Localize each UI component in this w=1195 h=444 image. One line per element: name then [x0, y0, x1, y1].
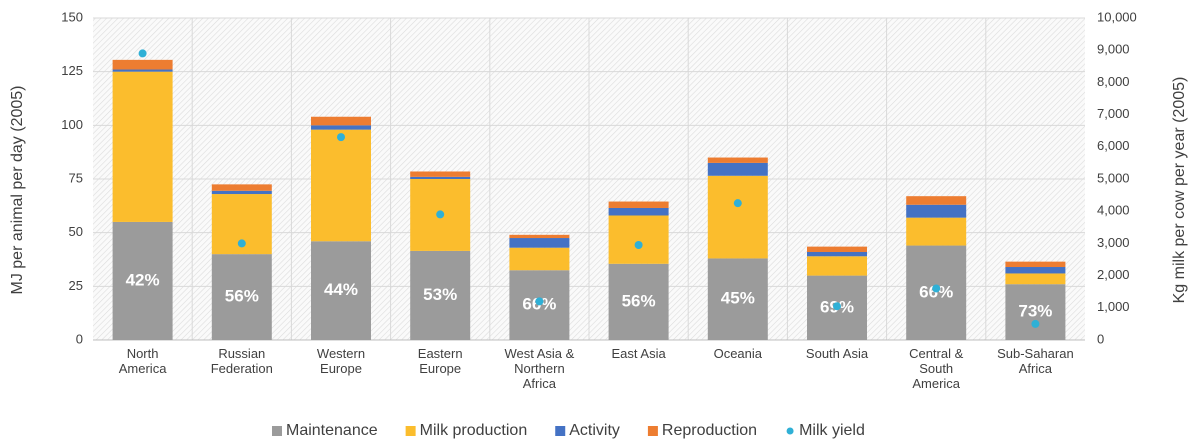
legend-label: Milk yield: [799, 422, 865, 439]
bar-segment: [807, 251, 867, 257]
bar-segment: [410, 171, 471, 177]
bar-segment: [509, 238, 570, 248]
y-tick-label: 0: [76, 331, 83, 346]
bar-segment: [509, 247, 570, 271]
legend-marker: [786, 427, 794, 435]
bar-segment: [410, 176, 471, 179]
y-tick-label: 25: [69, 278, 83, 293]
bar-segment: [211, 254, 272, 340]
scatter-point: [634, 241, 643, 250]
scatter-point: [932, 284, 941, 293]
bar-segment: [112, 71, 173, 222]
x-tick-label: Central & South America: [909, 346, 964, 391]
legend-label: Reproduction: [662, 422, 757, 439]
y2-tick-label: 0: [1097, 331, 1104, 346]
legend-marker: [555, 426, 566, 436]
y2-tick-label: 4,000: [1097, 203, 1130, 218]
share-label: 53%: [423, 285, 457, 304]
bar-segment: [1005, 267, 1066, 274]
bar-segment: [509, 234, 570, 239]
y2-tick-label: 2,000: [1097, 267, 1130, 282]
bar-segment: [211, 184, 272, 191]
bar-segment: [807, 246, 867, 252]
bar-segment: [112, 59, 173, 70]
share-label: 56%: [225, 287, 259, 306]
bar-segment: [311, 129, 371, 242]
bar-segment: [112, 69, 173, 72]
y-tick-label: 75: [69, 170, 83, 185]
y2-tick-label: 5,000: [1097, 170, 1130, 185]
bar-segment: [707, 258, 768, 340]
x-tick-label: Oceania: [713, 346, 762, 361]
scatter-point: [833, 302, 841, 311]
bar-segment: [311, 116, 371, 126]
bar-segment: [112, 221, 173, 340]
y-tick-label: 100: [61, 117, 83, 132]
bar-segment: [707, 157, 768, 163]
scatter-point: [1031, 319, 1040, 328]
y2-tick-label: 9,000: [1097, 42, 1130, 57]
legend-label: Activity: [569, 422, 620, 439]
scatter-point: [535, 297, 544, 306]
share-label: 73%: [1018, 302, 1052, 321]
y2-tick-label: 1,000: [1097, 299, 1130, 314]
bar-segment: [311, 241, 371, 340]
bar-segment: [211, 190, 272, 195]
legend-marker: [272, 426, 282, 436]
legend-label: Maintenance: [286, 422, 378, 439]
share-label: 44%: [324, 280, 358, 299]
share-label: 42%: [126, 270, 160, 289]
y2-tick-label: 8,000: [1097, 74, 1130, 89]
y2-tick-label: 7,000: [1097, 106, 1130, 121]
scatter-point: [733, 199, 742, 208]
scatter-point: [436, 210, 445, 219]
bar-segment: [906, 196, 967, 205]
y-tick-label: 150: [61, 9, 83, 24]
x-tick-label: Western Europe: [316, 346, 366, 376]
bar-segment: [608, 201, 669, 208]
legend-marker: [647, 426, 658, 436]
x-tick-label: East Asia: [611, 346, 666, 361]
x-tick-label: Eastern Europe: [417, 346, 463, 376]
scatter-point: [138, 49, 147, 58]
y2-tick-label: 6,000: [1097, 138, 1130, 153]
bar-segment: [807, 256, 867, 276]
bar-segment: [906, 204, 967, 218]
bar-segment: [906, 217, 967, 246]
y-axis-title: MJ per animal per day (2005): [9, 86, 26, 295]
x-tick-label: West Asia & Northern Africa: [504, 346, 575, 391]
x-tick-label: North America: [118, 346, 167, 376]
bar-segment: [1005, 284, 1066, 340]
bar-segment: [707, 175, 768, 259]
bar-segment: [410, 250, 471, 340]
bar-segment: [1005, 273, 1066, 285]
bar-segment: [1005, 261, 1066, 268]
legend-marker: [405, 426, 416, 436]
x-tick-label: South Asia: [805, 346, 869, 361]
bar-segment: [608, 207, 669, 216]
share-label: 45%: [721, 289, 755, 308]
x-tick-label: Russian Federation: [210, 346, 273, 376]
y2-axis-title: Kg milk per cow per year (2005): [1171, 77, 1188, 304]
bar-segment: [608, 215, 669, 264]
y-tick-label: 50: [69, 224, 83, 239]
scatter-point: [237, 239, 246, 248]
y-tick-label: 125: [61, 63, 83, 78]
x-tick-label: Sub-Saharan Africa: [997, 346, 1074, 376]
legend-label: Milk production: [420, 422, 528, 439]
share-label: 56%: [622, 291, 656, 310]
bar-segment: [608, 263, 669, 340]
bar-segment: [707, 162, 768, 176]
scatter-point: [337, 133, 345, 142]
y2-tick-label: 10,000: [1097, 9, 1137, 24]
bar-segment: [906, 245, 967, 340]
bar-segment: [311, 125, 371, 130]
y2-tick-label: 3,000: [1097, 235, 1130, 250]
